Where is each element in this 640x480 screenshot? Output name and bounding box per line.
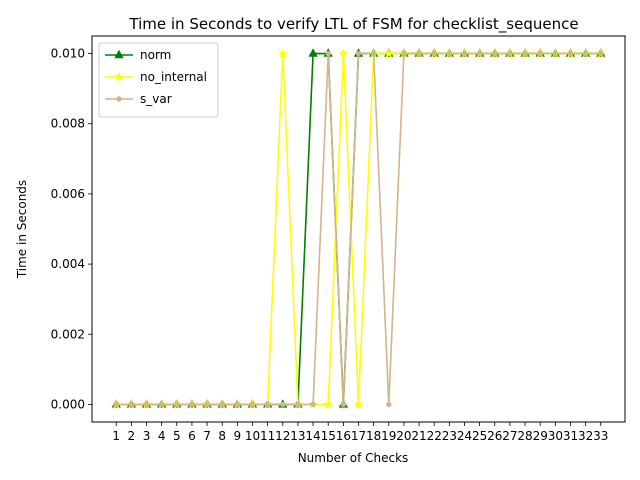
data-point-s_var: [174, 401, 180, 408]
x-tick-label: 23: [442, 429, 457, 443]
x-tick-label: 17: [351, 429, 366, 443]
x-tick-label: 22: [427, 429, 442, 443]
data-point-s_var: [446, 50, 453, 57]
data-point-s_var: [355, 50, 362, 57]
x-tick-label: 30: [548, 429, 563, 443]
data-point-s_var: [522, 50, 528, 57]
x-tick-label: 26: [487, 429, 502, 443]
data-point-s_var: [143, 401, 150, 408]
data-point-s_var: [492, 50, 498, 57]
data-point-s_var: [249, 401, 256, 408]
data-point-s_var: [416, 50, 422, 57]
legend: norm no_internal s_var: [98, 42, 219, 118]
y-tick-label: 0.008: [51, 117, 85, 131]
x-tick-label: 18: [366, 429, 381, 443]
data-point-no_internal: [338, 48, 349, 58]
legend-item-no_internal: no_internal: [105, 70, 207, 84]
data-point-norm: [308, 48, 318, 57]
legend-marker-no_internal: [113, 71, 125, 82]
legend-item-s_var: s_var: [105, 92, 172, 106]
x-tick-label: 19: [381, 429, 396, 443]
legend-marker-norm: [114, 49, 124, 59]
y-tick-label: 0.004: [51, 257, 85, 271]
x-tick-label: 24: [457, 429, 472, 443]
x-tick-label: 8: [218, 429, 226, 443]
x-tick-label: 11: [260, 429, 275, 443]
x-tick-label: 21: [411, 429, 426, 443]
legend-marker-s_var: [116, 96, 122, 102]
data-point-s_var: [325, 50, 331, 57]
y-axis-ticks: 0.000 0.002 0.004 0.006 0.008 0.010: [51, 47, 92, 411]
y-tick-label: 0.002: [51, 327, 85, 341]
x-tick-label: 12: [275, 429, 290, 443]
data-point-s_var: [219, 401, 225, 408]
x-tick-label: 5: [173, 429, 181, 443]
data-point-s_var: [310, 401, 316, 408]
data-point-s_var: [158, 401, 165, 408]
data-point-s_var: [401, 50, 407, 57]
plot-frame: [91, 35, 626, 423]
data-point-s_var: [507, 50, 513, 57]
data-point-s_var: [598, 50, 604, 57]
data-point-s_var: [476, 50, 483, 57]
data-point-s_var: [113, 401, 119, 408]
data-point-s_var: [189, 401, 195, 408]
x-axis-ticks: 1 2 3 4 5 6 7 8 9 10 11 12 13 14 15 16 17 18 19 20 21 22 23 24 2…: [112, 422, 608, 443]
data-point-no_internal: [383, 48, 394, 58]
data-point-s_var: [537, 50, 543, 57]
x-tick-label: 3: [143, 429, 151, 443]
data-point-s_var: [340, 401, 347, 408]
data-point-s_var: [128, 401, 135, 408]
x-axis-label: Number of Checks: [298, 451, 409, 465]
data-point-no_internal: [323, 399, 334, 409]
data-point-s_var: [567, 50, 574, 57]
x-tick-label: 4: [158, 429, 166, 443]
x-tick-label: 1: [112, 429, 120, 443]
x-tick-label: 20: [396, 429, 411, 443]
y-tick-label: 0.010: [51, 47, 85, 61]
legend-label: s_var: [140, 92, 172, 106]
chart-title: Time in Seconds to verify LTL of FSM for…: [128, 15, 578, 34]
x-tick-label: 28: [517, 429, 532, 443]
x-tick-label: 32: [578, 429, 593, 443]
y-tick-label: 0.000: [51, 397, 85, 411]
y-tick-label: 0.006: [51, 187, 85, 201]
legend-label: no_internal: [140, 70, 207, 84]
data-point-no_internal: [353, 399, 364, 409]
x-tick-label: 10: [245, 429, 260, 443]
x-tick-label: 27: [502, 429, 517, 443]
x-tick-label: 9: [234, 429, 242, 443]
x-tick-label: 25: [472, 429, 487, 443]
x-tick-label: 2: [128, 429, 136, 443]
data-point-s_var: [370, 50, 377, 57]
series-s_var: [113, 50, 604, 408]
data-point-s_var: [386, 401, 392, 408]
plot-area: [111, 48, 606, 409]
data-point-s_var: [431, 50, 437, 57]
x-tick-label: 16: [336, 429, 351, 443]
data-point-s_var: [204, 401, 210, 408]
x-tick-label: 29: [533, 429, 548, 443]
legend-label: norm: [140, 48, 171, 62]
x-tick-label: 31: [563, 429, 578, 443]
data-point-s_var: [264, 401, 271, 408]
data-point-s_var: [295, 401, 301, 408]
x-tick-label: 15: [321, 429, 336, 443]
data-point-s_var: [280, 401, 286, 408]
x-tick-label: 13: [290, 429, 305, 443]
data-point-no_internal: [277, 48, 288, 58]
data-point-s_var: [552, 50, 559, 57]
y-axis-label: Time in Seconds: [15, 180, 29, 279]
data-point-s_var: [234, 401, 241, 408]
x-tick-label: 33: [593, 429, 608, 443]
x-tick-label: 7: [203, 429, 211, 443]
x-tick-label: 14: [305, 429, 320, 443]
legend-item-norm: norm: [105, 48, 171, 62]
data-point-s_var: [461, 50, 468, 57]
x-tick-label: 6: [188, 429, 196, 443]
data-point-s_var: [582, 50, 589, 57]
